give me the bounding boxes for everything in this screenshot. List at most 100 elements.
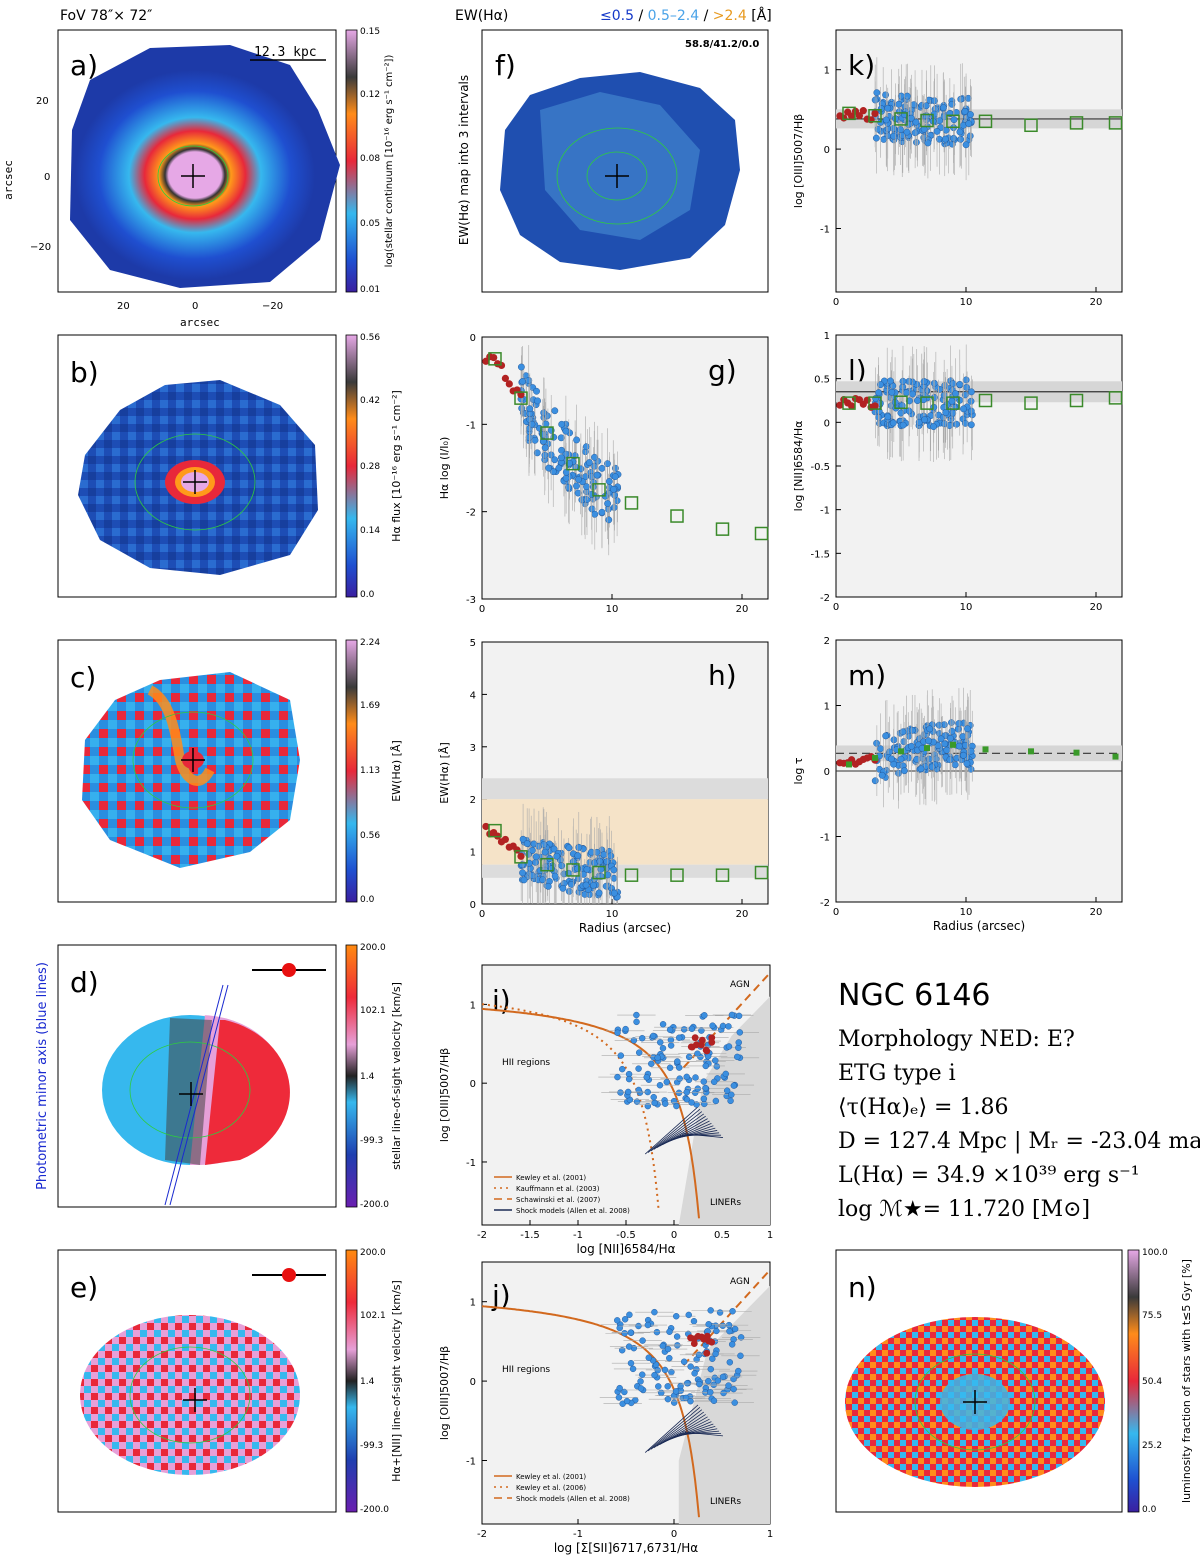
- data-point: [591, 510, 599, 518]
- data-point: [625, 1343, 633, 1350]
- data-point: [621, 1388, 628, 1396]
- x-tick-label: -0.5: [616, 1230, 636, 1241]
- data-point: [953, 420, 960, 428]
- data-point: [622, 1025, 629, 1033]
- data-point: [540, 841, 548, 848]
- legend-entry: Kewley et al. (2006): [516, 1484, 586, 1492]
- data-point: [683, 1073, 690, 1081]
- data-point: [946, 756, 954, 764]
- data-point: [551, 872, 559, 880]
- data-point: [658, 1389, 665, 1397]
- profile-marker: [566, 456, 580, 471]
- profile-marker: [592, 865, 606, 880]
- seyfert-liner-line: [682, 972, 771, 1069]
- data-point: [639, 1371, 646, 1378]
- data-point: [664, 1345, 672, 1353]
- data-point: [712, 1097, 720, 1105]
- data-point: [956, 381, 964, 388]
- data-point: [698, 1027, 705, 1034]
- profile-marker: [592, 483, 606, 497]
- center-point: [490, 353, 498, 362]
- cbar-tick: -200.0: [360, 1505, 389, 1515]
- data-point: [873, 89, 881, 97]
- x-tick-label: 0: [671, 1230, 677, 1241]
- liner-region: [678, 996, 770, 1225]
- data-point: [600, 851, 608, 859]
- data-point: [657, 1039, 664, 1046]
- data-point: [573, 436, 580, 444]
- cbar-tick: 102.1: [360, 1006, 386, 1016]
- data-point: [673, 1333, 681, 1340]
- data-point: [707, 1307, 714, 1314]
- x-axis-label: log [Σ[SII]6717,6731/Hα: [554, 1541, 698, 1555]
- data-point: [636, 1049, 643, 1056]
- data-point: [663, 1078, 670, 1086]
- stellar-mass: log ℳ★= 11.720 [M⊙]: [838, 1197, 1091, 1222]
- data-point: [942, 135, 949, 143]
- data-point: [565, 483, 573, 491]
- data-point: [960, 405, 967, 413]
- ew-halpha-map: [82, 672, 300, 868]
- data-point: [610, 485, 617, 493]
- y-tick-label: 4: [470, 690, 476, 701]
- data-point: [542, 420, 550, 428]
- cbar-tick: 0.01: [360, 285, 380, 295]
- data-point: [714, 1377, 722, 1384]
- data-point: [911, 129, 919, 137]
- data-point: [559, 884, 567, 892]
- cbar-tick: 0.12: [360, 90, 380, 100]
- data-point: [526, 405, 534, 413]
- data-point: [616, 1324, 623, 1332]
- data-point: [667, 1042, 675, 1049]
- data-point: [614, 1073, 621, 1081]
- data-point: [553, 852, 561, 860]
- profile-marker: [1024, 396, 1038, 410]
- ew-band-upper: [482, 778, 768, 800]
- cbar-label: log(stellar continuum [10⁻¹⁶ erg s⁻¹ cm⁻…: [384, 55, 395, 268]
- data-point: [656, 1082, 664, 1089]
- y-tick-label: -1: [820, 506, 830, 517]
- data-point: [725, 1043, 733, 1050]
- data-point: [872, 395, 880, 402]
- data-point: [720, 1389, 727, 1397]
- cbar-tick: 1.4: [360, 1072, 375, 1082]
- y-tick-label: -1: [466, 1456, 476, 1467]
- shock-model-line: [673, 1130, 718, 1139]
- distance-magnitude: D = 127.4 Mpc | Mᵣ = -23.04 mag: [838, 1129, 1200, 1154]
- colorbar: [345, 1249, 358, 1513]
- data-point: [955, 742, 963, 750]
- data-point: [588, 505, 596, 513]
- data-point: [610, 866, 618, 874]
- y-tick-label: 0: [824, 418, 830, 429]
- data-point: [940, 104, 947, 112]
- y-tick-label: 2: [824, 636, 830, 647]
- data-point: [635, 1065, 642, 1072]
- data-point: [651, 1099, 658, 1107]
- data-point: [735, 1044, 742, 1051]
- shock-model-line: [644, 1106, 699, 1155]
- data-point: [664, 1383, 671, 1390]
- x-tick-label: -2: [477, 1529, 487, 1540]
- data-point: [711, 1078, 718, 1086]
- data-point: [735, 1039, 742, 1046]
- data-point: [574, 865, 582, 873]
- x-tick-label: 0: [479, 604, 485, 615]
- data-point: [551, 407, 559, 415]
- profile-marker: [540, 857, 554, 872]
- data-point: [621, 1316, 629, 1323]
- y-tick-label: 1: [824, 66, 830, 77]
- y-tick-label: 0: [470, 900, 476, 911]
- data-point: [874, 125, 882, 133]
- data-point: [670, 1097, 678, 1105]
- data-point: [965, 120, 973, 128]
- data-point: [654, 1054, 661, 1061]
- data-point: [700, 1078, 707, 1085]
- data-point: [619, 1065, 626, 1073]
- cbar-tick: -99.3: [360, 1441, 383, 1451]
- data-point: [533, 387, 540, 395]
- data-point: [667, 1036, 675, 1044]
- data-point: [598, 508, 606, 516]
- shock-model-line: [682, 1431, 723, 1437]
- y-tick-label: 0.5: [814, 375, 830, 386]
- y-tick-label: -1: [820, 833, 830, 844]
